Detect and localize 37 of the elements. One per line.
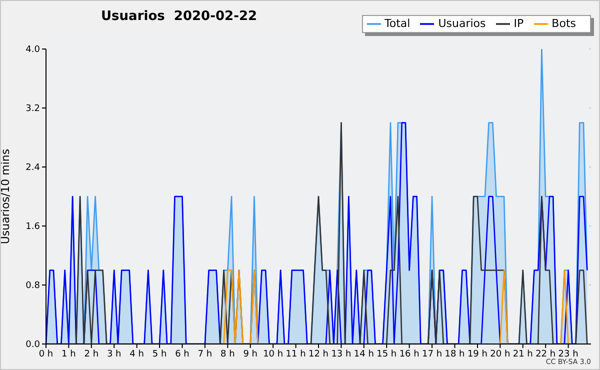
y-tick-label: 4.0 (26, 45, 40, 56)
x-tick-label: 18 h (444, 349, 465, 360)
x-tick-label: 4 h (130, 349, 144, 360)
x-tick-label: 9 h (243, 349, 258, 360)
x-tick-label: 8 h (220, 349, 235, 360)
line-series (46, 122, 588, 344)
x-tick-label: 16 h (399, 349, 420, 360)
chart-title: Usuarios 2020-02-22 (101, 9, 258, 24)
y-tick-label: 1.6 (26, 222, 40, 232)
x-tick-label: 12 h (308, 349, 329, 360)
x-tick-label: 23 h (558, 349, 578, 360)
x-tick-label: 1 h (62, 349, 76, 360)
y-tick-label: 0.0 (26, 340, 40, 350)
x-tick-label: 20 h (490, 349, 510, 360)
x-tick-label: 15 h (376, 349, 397, 360)
x-tick-label: 0 h (38, 349, 54, 360)
x-tick-label: 11 h (286, 349, 306, 360)
y-axis-title: Usuarios/10 mins (0, 148, 12, 244)
y-tick-label: 2.4 (26, 163, 40, 174)
x-tick-label: 6 h (175, 349, 190, 360)
x-tick-label: 2 h (84, 349, 99, 360)
x-tick-label: 22 h (536, 349, 556, 360)
x-tick-label: 14 h (354, 349, 374, 360)
x-tick-label: 7 h (198, 349, 212, 360)
x-tick-label: 17 h (422, 349, 442, 360)
x-tick-label: 19 h (467, 349, 488, 360)
legend-label: Bots (552, 17, 576, 30)
y-tick-label: 0.8 (26, 281, 40, 292)
y-tick-label: 3.2 (26, 104, 40, 114)
x-tick-label: 5 h (152, 349, 167, 360)
legend-label: IP (514, 17, 524, 30)
x-tick-label: 10 h (263, 349, 284, 360)
x-tick-label: 21 h (512, 349, 533, 360)
legend-label: Total (384, 17, 410, 30)
x-tick-label: 3 h (106, 349, 122, 360)
x-tick-label: 13 h (331, 349, 352, 360)
legend-label: Usuarios (438, 17, 486, 30)
